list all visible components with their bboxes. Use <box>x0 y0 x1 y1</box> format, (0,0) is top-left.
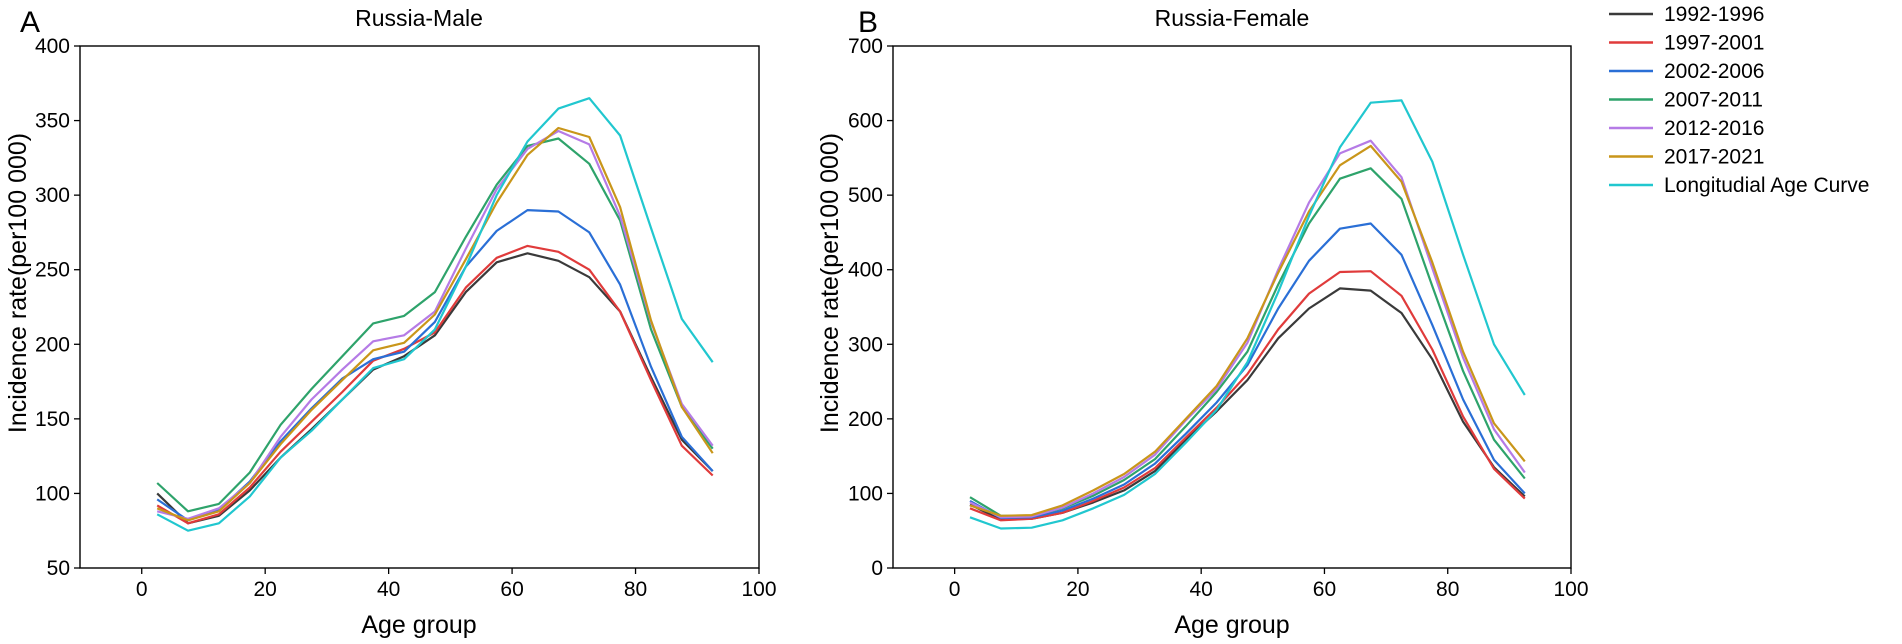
y-tick-label: 150 <box>35 408 70 431</box>
panel-a-series-longitudial-age-curve <box>156 97 714 532</box>
y-tick-label: 250 <box>35 259 70 282</box>
x-tick-label: 40 <box>1190 578 1213 601</box>
y-tick-label: 300 <box>848 333 883 356</box>
y-tick-label: 0 <box>871 557 883 580</box>
legend-label-2017-2021: 2017-2021 <box>1664 146 1764 169</box>
panel-a-series <box>156 97 714 532</box>
panel-a-ylabel: Incidence rate(per100 000) <box>4 133 32 433</box>
y-tick-label: 100 <box>35 482 70 505</box>
y-tick-label: 200 <box>35 333 70 356</box>
panel-a-title: Russia-Male <box>355 5 483 31</box>
y-tick-label: 400 <box>848 259 883 282</box>
y-tick-label: 100 <box>848 482 883 505</box>
panel-b-ylabel: Incidence rate(per100 000) <box>816 133 844 433</box>
x-tick-label: 20 <box>254 578 277 601</box>
legend-label-1992-1996: 1992-1996 <box>1664 3 1764 26</box>
y-tick-label: 50 <box>47 557 70 580</box>
panel-b-plot-frame <box>892 45 1572 569</box>
legend-label-2012-2016: 2012-2016 <box>1664 117 1764 140</box>
panel-b-series-2017-2021 <box>969 144 1526 517</box>
legend-label-2007-2011: 2007-2011 <box>1664 89 1763 112</box>
y-tick-label: 700 <box>848 35 883 58</box>
panel-b-ticks: 0 20 40 60 80 100 0 100 200 300 400 500 600 700 <box>848 35 1589 601</box>
x-tick-label: 40 <box>377 578 400 601</box>
x-tick-label: 60 <box>500 578 523 601</box>
y-tick-label: 500 <box>848 184 883 207</box>
panel-a-series-1997-2001 <box>156 244 714 525</box>
panel-b-xlabel: Age group <box>1174 611 1289 639</box>
x-tick-label: 80 <box>1436 578 1459 601</box>
panel-a-label: A <box>20 6 40 39</box>
panel-b-title: Russia-Female <box>1155 5 1310 31</box>
y-tick-label: 350 <box>35 110 70 133</box>
x-tick-label: 20 <box>1066 578 1089 601</box>
panel-b: B Russia-Female Age group Incidence rate… <box>816 5 1589 639</box>
x-tick-label: 0 <box>949 578 961 601</box>
x-tick-label: 0 <box>136 578 148 601</box>
panel-a-series-2012-2016 <box>156 129 714 520</box>
panel-a-series-2017-2021 <box>156 126 714 522</box>
y-tick-label: 300 <box>35 184 70 207</box>
panel-b-series-2002-2006 <box>969 222 1526 520</box>
legend-label-2002-2006: 2002-2006 <box>1664 60 1764 83</box>
panel-b-series-1997-2001 <box>969 270 1526 522</box>
x-tick-label: 100 <box>741 578 776 601</box>
panel-b-series <box>969 99 1526 530</box>
legend: 1992-1996 1997-2001 2002-2006 2007-2011 2012… <box>1609 3 1869 197</box>
panel-a-plot-frame <box>79 45 760 569</box>
y-tick-label: 600 <box>848 110 883 133</box>
panel-b-series-longitudial-age-curve <box>969 99 1526 530</box>
panel-b-series-2012-2016 <box>969 139 1526 519</box>
y-tick-label: 200 <box>848 408 883 431</box>
panel-a-series-2007-2011 <box>156 137 714 513</box>
legend-label-longitudial-age-curve: Longitudial Age Curve <box>1664 174 1869 197</box>
x-tick-label: 100 <box>1553 578 1588 601</box>
x-tick-label: 60 <box>1313 578 1336 601</box>
y-tick-label: 400 <box>35 35 70 58</box>
legend-label-1997-2001: 1997-2001 <box>1664 32 1764 55</box>
panel-a-ticks: 0 20 40 60 80 100 50 100 150 200 250 300 350 400 <box>35 35 777 601</box>
panel-a-xlabel: Age group <box>361 611 476 639</box>
panel-a: A Russia-Male Age group Incidence rate(p… <box>4 5 777 639</box>
panel-b-series-1992-1996 <box>969 287 1526 521</box>
x-tick-label: 80 <box>624 578 647 601</box>
panel-b-label: B <box>858 6 878 39</box>
